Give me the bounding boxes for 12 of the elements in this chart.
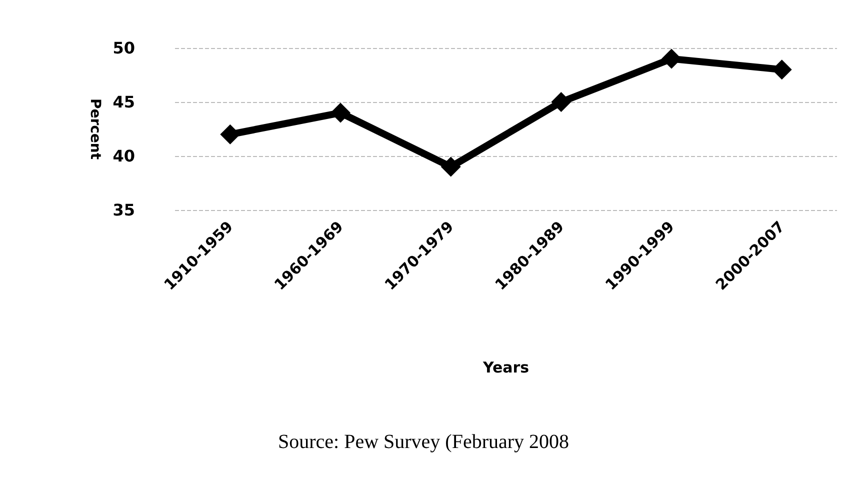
point [440, 156, 461, 177]
y-axis-title: Percent [86, 98, 103, 160]
source-note: Source: Pew Survey (February 2008 [278, 431, 570, 453]
point [662, 48, 682, 69]
y-tick-label: 45 [112, 92, 135, 112]
y-tick-label: 35 [112, 200, 135, 220]
y-tick-label: 50 [112, 38, 135, 58]
point [551, 92, 572, 112]
point [330, 102, 350, 123]
point [220, 124, 240, 144]
y-tick-label: 40 [112, 146, 135, 166]
x-axis-title: Years [482, 358, 530, 376]
